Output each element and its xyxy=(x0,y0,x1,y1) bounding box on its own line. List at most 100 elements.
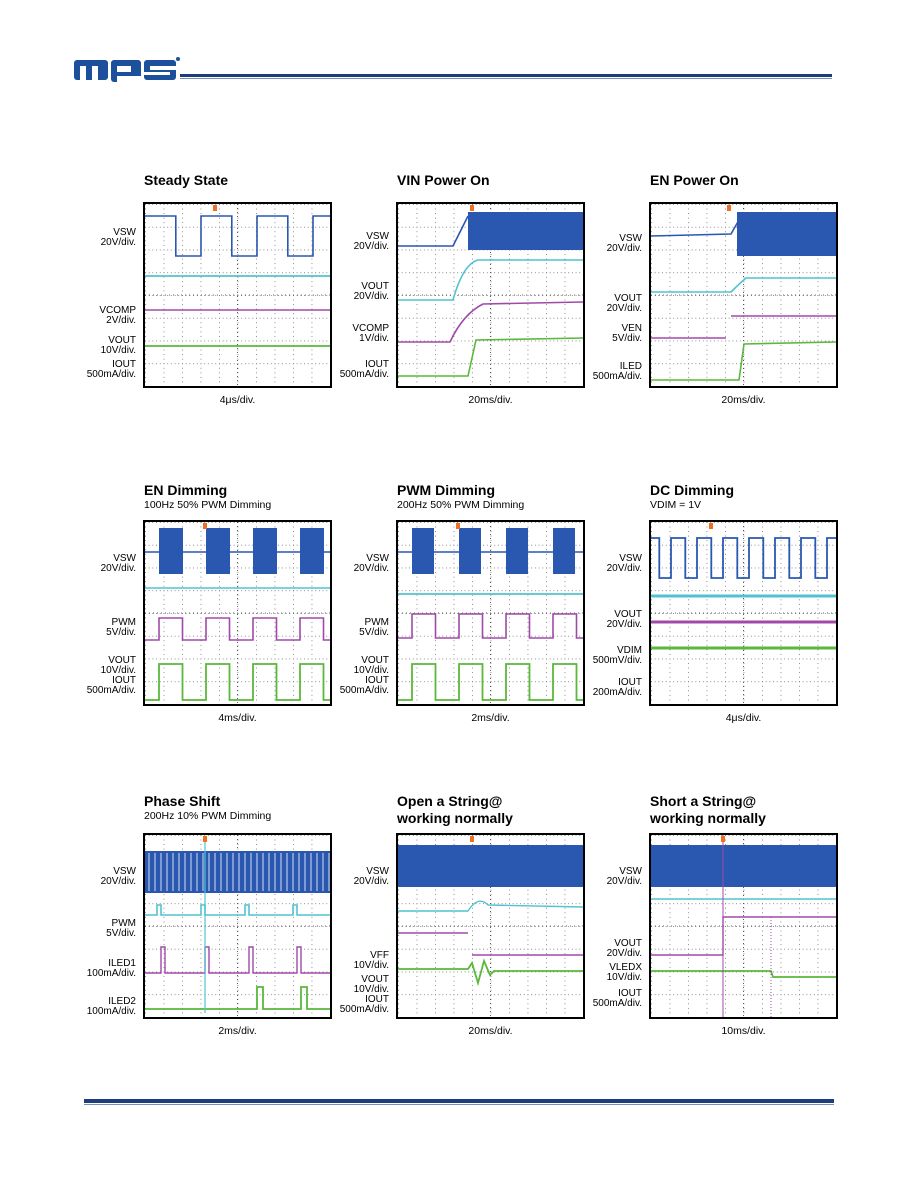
channel-label: IOUT 200mA/div. xyxy=(593,678,642,698)
oscilloscope-screen xyxy=(143,833,332,1019)
channel-name: VSW xyxy=(619,553,642,564)
header-rule-thin xyxy=(180,78,832,79)
channel-label: VOUT 20V/div. xyxy=(354,282,389,302)
trigger-marker-icon xyxy=(213,205,217,211)
channel-name: VEN xyxy=(621,323,642,334)
channel-scale: 10V/div. xyxy=(353,665,389,676)
channel-label: VEN 5V/div. xyxy=(612,324,642,344)
trigger-marker-icon xyxy=(470,205,474,211)
channel-scale: 500mA/div. xyxy=(592,998,642,1009)
channel-scale: 20V/div. xyxy=(353,291,389,302)
oscilloscope-screen xyxy=(649,520,838,706)
waveform-traces xyxy=(398,212,583,377)
channel-name: VCOMP xyxy=(99,305,136,316)
waveform-traces xyxy=(398,845,583,987)
channel-label: IOUT 500mA/div. xyxy=(87,676,136,696)
channel-name: IOUT xyxy=(365,675,389,686)
channel-label: VOUT 20V/div. xyxy=(607,610,642,630)
channel-label: PWM 5V/div. xyxy=(359,618,389,638)
channel-name: ILED1 xyxy=(108,958,136,969)
channel-name: VDIM xyxy=(617,645,642,656)
channel-scale: 500mA/div. xyxy=(339,685,389,696)
channel-scale: 10V/div. xyxy=(353,984,389,995)
channel-label: ILED2 100mA/div. xyxy=(87,997,136,1017)
waveform-plot xyxy=(651,835,836,1017)
oscilloscope-screen xyxy=(396,520,585,706)
channel-scale: 500mA/div. xyxy=(86,369,136,380)
channel-label: VFF 10V/div. xyxy=(354,951,389,971)
channel-scale: 20V/div. xyxy=(606,876,642,887)
waveform-traces xyxy=(145,528,330,701)
panel-title: Steady State xyxy=(144,172,229,188)
channel-label: IOUT 500mA/div. xyxy=(340,995,389,1015)
channel-scale: 20V/div. xyxy=(353,876,389,887)
timebase-label: 4ms/div. xyxy=(218,712,257,724)
channel-name: VOUT xyxy=(614,938,642,949)
channel-scale: 100mA/div. xyxy=(86,1006,136,1017)
oscilloscope-screen xyxy=(396,202,585,388)
scope-panel: DC Dimming VDIM = 1V VSW 20V/div. VOUT 20V/di… xyxy=(588,482,838,752)
channel-scale: 10V/div. xyxy=(100,345,136,356)
channel-scale: 20V/div. xyxy=(100,876,136,887)
channel-scale: 500mA/div. xyxy=(592,371,642,382)
timebase-label: 4μs/div. xyxy=(219,394,256,406)
channel-scale: 10V/div. xyxy=(606,972,642,983)
channel-label: VDIM 500mV/div. xyxy=(593,646,642,666)
channel-name: VOUT xyxy=(614,293,642,304)
channel-label: VSW 20V/div. xyxy=(607,867,642,887)
channel-name: VSW xyxy=(113,553,136,564)
channel-name: IOUT xyxy=(618,988,642,999)
channel-name: PWM xyxy=(364,617,389,628)
channel-label: IOUT 500mA/div. xyxy=(340,360,389,380)
scope-panel: EN Power On VSW 20V/div. VOUT 20V/div. VEN 5V/… xyxy=(588,172,838,442)
trigger-marker-icon xyxy=(456,523,460,529)
panel-subtitle: 100Hz 50% PWM Dimming xyxy=(144,499,272,511)
channel-scale: 2V/div. xyxy=(106,315,136,326)
panel-title: DC Dimming xyxy=(650,482,734,498)
channel-label: VOUT 20V/div. xyxy=(607,294,642,314)
waveform-traces xyxy=(651,537,836,650)
channel-label: VOUT 10V/div. xyxy=(101,656,136,676)
channel-scale: 20V/div. xyxy=(100,237,136,248)
channel-scale: 20V/div. xyxy=(353,241,389,252)
channel-name: PWM xyxy=(111,617,136,628)
waveform-plot xyxy=(651,204,836,386)
panel-subtitle: 200Hz 10% PWM Dimming xyxy=(144,810,272,822)
channel-label: VOUT 20V/div. xyxy=(607,939,642,959)
scope-panel: Short a String@ working normally VSW 20V/d… xyxy=(588,793,838,1063)
channel-name: VOUT xyxy=(108,655,136,666)
oscilloscope-screen xyxy=(649,202,838,388)
channel-label: VCOMP 1V/div. xyxy=(352,324,389,344)
waveform-traces xyxy=(145,839,330,1013)
timebase-label: 2ms/div. xyxy=(471,712,510,724)
panel-title: Phase Shift xyxy=(144,793,221,809)
channel-name: VSW xyxy=(366,866,389,877)
channel-label: ILED 500mA/div. xyxy=(593,362,642,382)
oscilloscope-screen xyxy=(649,833,838,1019)
channel-scale: 5V/div. xyxy=(612,333,642,344)
channel-name: VSW xyxy=(619,233,642,244)
channel-label: VCOMP 2V/div. xyxy=(99,306,136,326)
panel-title: EN Power On xyxy=(650,172,739,188)
channel-name: VSW xyxy=(113,227,136,238)
timebase-label: 10ms/div. xyxy=(721,1025,766,1037)
scope-panel: PWM Dimming 200Hz 50% PWM Dimming VSW 20V/d… xyxy=(335,482,585,752)
channel-name: VOUT xyxy=(361,655,389,666)
channel-scale: 500mA/div. xyxy=(339,1004,389,1015)
trigger-marker-icon xyxy=(203,836,207,842)
channel-scale: 20V/div. xyxy=(353,563,389,574)
channel-name: VSW xyxy=(366,231,389,242)
channel-label: PWM 5V/div. xyxy=(106,919,136,939)
channel-scale: 500mV/div. xyxy=(592,655,642,666)
channel-scale: 20V/div. xyxy=(606,563,642,574)
channel-name: VSW xyxy=(366,553,389,564)
channel-label: VSW 20V/div. xyxy=(607,554,642,574)
channel-name: IOUT xyxy=(365,359,389,370)
trigger-marker-icon xyxy=(709,523,713,529)
panel-title: EN Dimming xyxy=(144,482,228,498)
channel-label: ILED1 100mA/div. xyxy=(87,959,136,979)
waveform-plot xyxy=(398,835,583,1017)
channel-label: VOUT 10V/div. xyxy=(354,656,389,676)
panel-title: VIN Power On xyxy=(397,172,490,188)
header-rule xyxy=(180,74,832,77)
